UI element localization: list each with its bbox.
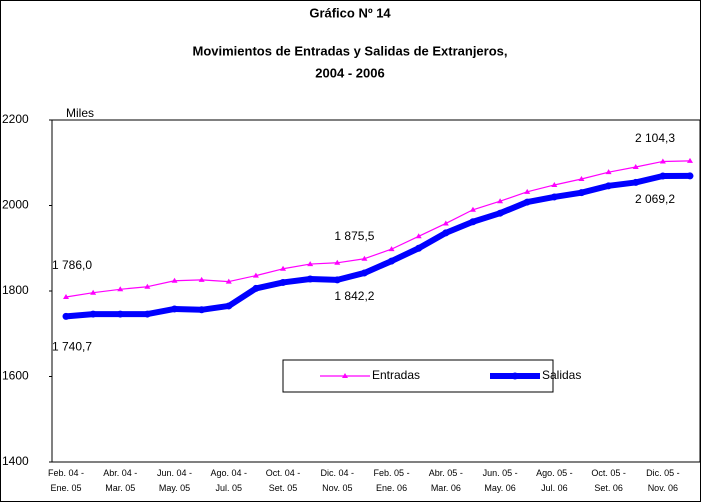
x-tick-label: Ago. 05 -Jul. 06 [536, 468, 573, 493]
marker [252, 272, 259, 278]
data-label: 1 740,7 [52, 340, 92, 354]
marker [497, 198, 504, 204]
marker [171, 305, 179, 313]
x-tick-label: Dic. 05 -Nov. 06 [646, 468, 680, 493]
marker [605, 169, 612, 175]
marker [577, 189, 585, 197]
data-label: 2 104,3 [635, 131, 675, 145]
marker [415, 233, 422, 239]
marker [63, 293, 69, 299]
marker [523, 198, 531, 206]
marker [388, 246, 395, 252]
marker [198, 306, 206, 314]
y-tick-label: 1400 [2, 454, 29, 468]
x-tick-label: Jun. 04 -May. 05 [157, 468, 192, 493]
x-tick-label: Feb. 04 -Ene. 05 [48, 468, 84, 493]
marker [198, 276, 205, 282]
marker [334, 259, 341, 265]
y-tick-label: 1800 [2, 283, 29, 297]
x-tick-label: Abr. 04 -Mar. 05 [103, 468, 137, 493]
marker [333, 276, 341, 284]
chart-title: Gráfico Nº 14 [309, 5, 391, 20]
marker [116, 310, 124, 318]
marker [360, 269, 368, 277]
marker [632, 164, 639, 170]
x-tick-label: Feb. 05 -Ene. 06 [374, 468, 410, 493]
marker [279, 278, 287, 286]
legend-label: Salidas [542, 368, 581, 382]
marker [171, 277, 178, 283]
y-tick-label: 2200 [2, 112, 29, 126]
marker [578, 175, 585, 181]
marker [551, 181, 558, 187]
marker [687, 157, 693, 163]
marker [90, 289, 97, 295]
x-tick-label: Jun. 05 -May. 06 [483, 468, 518, 493]
marker [550, 193, 558, 201]
marker [117, 286, 124, 292]
x-tick-label: Abr. 05 -Mar. 06 [429, 468, 463, 493]
marker [143, 310, 151, 318]
marker [686, 172, 694, 180]
series-line [65, 160, 691, 298]
x-tick-label: Oct. 05 -Set. 06 [591, 468, 626, 493]
marker [225, 302, 233, 310]
data-label: 1 875,5 [334, 229, 374, 243]
y-tick-label: 2000 [2, 198, 29, 212]
marker [307, 261, 314, 267]
x-tick-label: Oct. 04 -Set. 05 [266, 468, 301, 493]
marker [361, 255, 368, 261]
marker [144, 283, 151, 289]
marker [442, 220, 449, 226]
legend-marker [511, 372, 519, 380]
marker [469, 218, 477, 226]
data-label: 2 069,2 [635, 192, 675, 206]
marker [388, 257, 396, 265]
marker [605, 182, 613, 190]
marker [659, 158, 666, 164]
legend-label: Entradas [372, 368, 420, 382]
marker [659, 172, 667, 180]
marker [632, 178, 640, 186]
y-tick-label: 1600 [2, 369, 29, 383]
x-tick-label: Ago. 04 -Jul. 05 [211, 468, 248, 493]
data-label: 1 842,2 [334, 289, 374, 303]
marker [225, 278, 232, 284]
marker [415, 244, 423, 252]
marker [524, 188, 531, 194]
legend-marker [342, 373, 348, 378]
marker [442, 229, 450, 237]
x-tick-label: Dic. 04 -Nov. 05 [321, 468, 355, 493]
marker [62, 312, 70, 320]
marker [280, 265, 287, 271]
marker [469, 206, 476, 212]
marker [89, 310, 97, 318]
chart-title: 2004 - 2006 [315, 65, 384, 80]
series-line [65, 172, 691, 320]
marker [496, 209, 504, 217]
chart-title: Movimientos de Entradas y Salidas de Ext… [193, 43, 508, 58]
marker [306, 275, 314, 283]
data-label: 1 786,0 [52, 258, 92, 272]
y-axis-label: Miles [66, 106, 94, 120]
marker [252, 284, 260, 292]
